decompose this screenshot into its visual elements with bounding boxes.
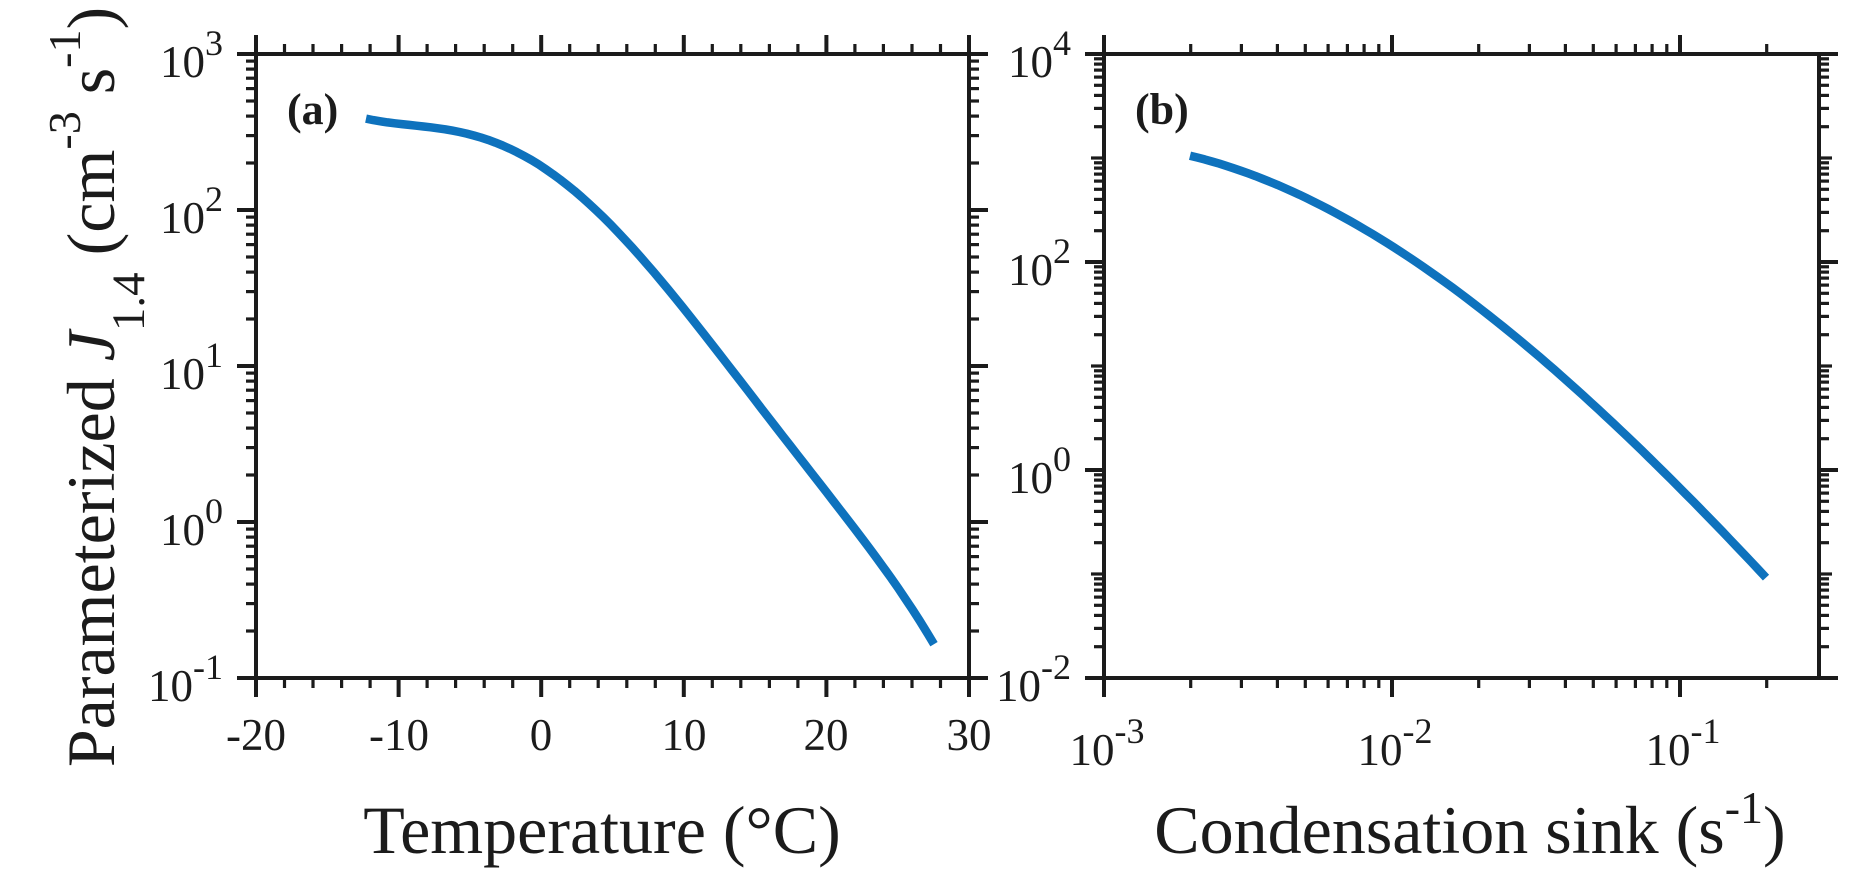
svg-text:10: 10 xyxy=(662,710,707,760)
svg-text:-10: -10 xyxy=(369,710,429,760)
svg-text:(b): (b) xyxy=(1135,85,1189,134)
svg-text:-20: -20 xyxy=(226,710,286,760)
svg-text:Condensation sink (s-1): Condensation sink (s-1) xyxy=(1154,782,1785,868)
svg-text:Temperature (°C): Temperature (°C) xyxy=(363,792,840,868)
svg-text:30: 30 xyxy=(947,710,992,760)
svg-text:0: 0 xyxy=(530,710,553,760)
svg-text:(a): (a) xyxy=(287,85,338,134)
svg-text:20: 20 xyxy=(804,710,849,760)
